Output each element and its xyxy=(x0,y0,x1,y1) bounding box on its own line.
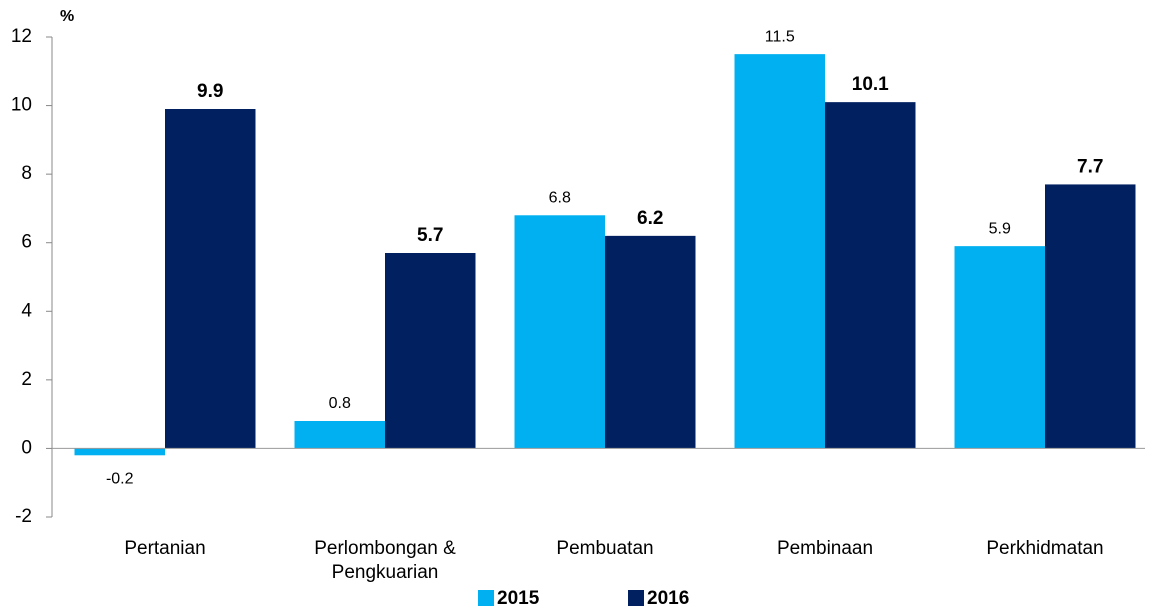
y-tick-label: -2 xyxy=(15,506,32,527)
value-label: 5.7 xyxy=(417,225,443,246)
x-tick-label: Pembinaan xyxy=(776,538,874,559)
value-label: 0.8 xyxy=(329,395,351,412)
value-label: 6.8 xyxy=(549,190,571,207)
bar xyxy=(294,421,385,449)
legend-label: 2015 xyxy=(497,588,540,609)
y-tick-label: 8 xyxy=(21,163,32,184)
bar xyxy=(1045,184,1136,449)
value-label: 6.2 xyxy=(637,208,663,229)
y-axis-label: % xyxy=(60,8,74,25)
value-label: 11.5 xyxy=(765,28,795,45)
value-label: 5.9 xyxy=(989,220,1011,237)
bar xyxy=(825,102,916,449)
bar xyxy=(514,215,605,449)
y-tick-label: 0 xyxy=(21,437,32,458)
bar xyxy=(605,235,696,449)
value-label: 10.1 xyxy=(852,74,889,95)
bar xyxy=(954,246,1045,449)
x-tick-label: Pertanian xyxy=(124,538,206,559)
value-label: 9.9 xyxy=(197,81,223,102)
bar xyxy=(165,109,256,449)
y-tick-label: 4 xyxy=(21,300,32,321)
x-tick-label: Pembuatan xyxy=(556,538,654,559)
x-tick-label: Perlombongan & Pengkuarian xyxy=(314,538,456,583)
value-label: 7.7 xyxy=(1077,156,1103,177)
legend-label: 2016 xyxy=(647,588,689,609)
legend-swatch xyxy=(478,590,494,606)
y-tick-label: 12 xyxy=(11,26,32,47)
y-tick-label: 10 xyxy=(11,95,32,116)
value-label: -0.2 xyxy=(106,471,134,488)
x-tick-label: Perkhidmatan xyxy=(986,538,1104,559)
y-tick-label: 6 xyxy=(21,232,32,253)
y-tick-label: 2 xyxy=(21,369,32,390)
bar xyxy=(734,54,825,449)
bar xyxy=(74,448,165,456)
legend-swatch xyxy=(628,590,644,606)
bar xyxy=(385,253,476,449)
